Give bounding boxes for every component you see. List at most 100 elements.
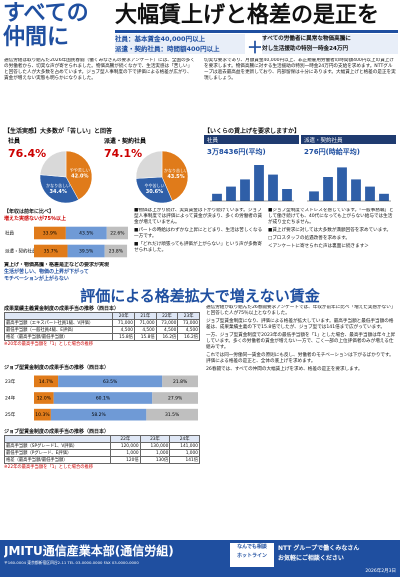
table-cell: 15.8倍: [112, 333, 135, 341]
chart-title: 社員: [207, 136, 219, 144]
table-header: [4, 312, 114, 320]
table-header: 23年: [177, 312, 200, 320]
bar-segment: [34, 408, 51, 421]
table-header: [4, 435, 111, 443]
paragraph: 通信労組が取り組んだ26春闘要求アンケートでは、年収が前年に比べ「増えた実感がな…: [206, 305, 396, 316]
table-row: 最低手当額（Pグレード、E評価） 1,000 1,000 1,000: [4, 449, 200, 457]
stack-note: 賃上げ・物価高騰・格差是正などの要求が実現 生活が苦しい、物価の上昇が下がって モチ…: [4, 262, 130, 284]
table-cell: 141倍: [169, 456, 200, 464]
table-header: 20年: [112, 312, 135, 320]
table-block: ジョブ型賃金制度の成果手当の推移（西日本） 22年 23年 24年 最高手当額（SPグレ…: [4, 428, 200, 483]
paragraph: ■「どれだけ頑張っても評価が上がらない」という声が多数寄せられました。: [134, 242, 262, 253]
text-col: ■ジョブ型制度でストレスを感じています。「一般事務職」として働き続けても、40代…: [268, 208, 396, 284]
bar: [379, 193, 389, 201]
line: お気軽にご相談ください: [278, 555, 344, 562]
panel-header: [301, 135, 396, 144]
line: 【年収は前年に比べ】: [4, 209, 55, 215]
paragraph: 26春闘では、すべての仲間の大幅賃上げを求め、格差の是正を要求します。: [206, 367, 363, 372]
value-label: 14.7%: [39, 379, 54, 385]
table-cell: 格差（最高手当額/最低手当額）: [4, 456, 111, 464]
table-cell: 4,500: [133, 326, 157, 334]
pie-slice: [135, 150, 163, 179]
paragraph: ■賃上げ要求に対しては大多数が満額回答を求めています。: [268, 228, 392, 233]
stack-title: 【年収は前年に比べ】 増えた実感ないが75％以上: [4, 208, 130, 224]
pie-title: 派遣・契約社員: [104, 137, 146, 145]
table-cell: 141,000: [169, 442, 200, 450]
bar: [309, 191, 319, 201]
table-note: ※20年の最高手当額を「1」とした場合の推移: [4, 342, 94, 347]
bar-segment: [50, 408, 147, 421]
value-label: 43.5%: [79, 231, 94, 237]
footer: JMITU通信産業本部(通信労組) 〒160-0004 東京都新宿区四谷2-11…: [0, 540, 400, 577]
bar-segment: [67, 244, 105, 258]
chart-title: 派遣・契約社員: [304, 136, 343, 144]
value-label: 42.0%: [71, 173, 88, 179]
address: 〒160-0004 東京都新宿区四谷2-11 TEL 03-0000-0000 …: [4, 560, 139, 565]
line: モチベーションが上がらない: [4, 276, 69, 282]
bar-segment: [162, 375, 198, 388]
slice-label: かなり苦しい: [164, 167, 188, 173]
category-label: 23年: [5, 378, 16, 385]
bar-segment: [34, 375, 59, 388]
bar-segment: [65, 226, 107, 240]
text-col: 通信労組が取り組んだ26春闘要求アンケートでは、年収が前年に比べ「増えた実感がな…: [206, 305, 396, 550]
slice-label: やや苦しい: [70, 166, 90, 172]
table-cell: 73,000: [177, 319, 200, 327]
table-row: 格差（最高手当額/最低手当額） 15.8倍 15.8倍 16.2倍 16.2倍: [4, 333, 200, 341]
category-label: 社員: [5, 230, 14, 237]
demand-box: 社員：基本賃金40,000円以上 派遣・契約社員：時間額400円以上: [115, 34, 245, 54]
bar-chart: 社員 3万8436円(平均): [204, 135, 299, 202]
paragraph: 一方、ジョブ型賃金制度で2023年の最低手当額を「1」とした場合、最高手当額は年…: [206, 333, 396, 350]
line: 生活が苦しい、物価の上昇が下がって: [4, 269, 89, 275]
bar: [351, 179, 361, 201]
table-cell: 最高手当額（SPグレード1、V評価）: [4, 442, 111, 450]
bar-segment: [104, 244, 128, 258]
table-title: 成果業績主義賃金制度の成果手当の推移（西日本）: [4, 306, 120, 312]
value-label: 22.6%: [110, 231, 125, 237]
bar: [240, 179, 250, 201]
intro-col: 通信労組は取り組んだ2026年国民春闘（働くみなさんの要求アンケート）には、全国…: [4, 58, 196, 124]
value-label: 39.5%: [79, 249, 94, 255]
table-row: 格差（最高手当額/最低手当額） 120倍 130倍 141倍: [4, 456, 200, 464]
value-label: 58.2%: [91, 412, 106, 418]
headline: 評価による格差拡大で増えない賃金: [80, 287, 320, 303]
paragraph: ジョブ型賃金制度になり、評価による格差が拡大しています。最高手当額と最低手当額の…: [206, 319, 394, 330]
table-cell: 最低手当額（Pグレード、E評価）: [4, 449, 111, 457]
stacked-chart: 社員 33.9% 43.5% 22.6% 派遣・契約社員 35.7% 39.5% 23.8%: [5, 226, 128, 258]
title-right: 大幅賃上げと格差の是正を: [115, 2, 398, 33]
table-row: 22年 23年 24年: [4, 435, 200, 443]
value-label: 33.9%: [43, 231, 58, 237]
pie-slice: [39, 150, 67, 178]
table-title: ジョブ型賃金制度の成果手当の推移（西日本）: [4, 429, 110, 435]
table-header: 22年: [109, 435, 141, 443]
bar: [254, 165, 264, 201]
paragraph: ■ジョブ型制度でストレスを感じています。「一般事務職」として働き続けても、40代…: [268, 208, 394, 225]
pie-slice: [161, 150, 189, 202]
paragraph: 切実な要求であり、月額賃金40,000円以上、非正規雇用労働者の時間額400円以…: [204, 58, 396, 81]
paragraph: □ブロスタッフの処遇改善を求めます。: [268, 236, 350, 241]
table-cell: 1,000: [139, 449, 171, 457]
bar-segment: [34, 392, 54, 404]
line: NTT グループで働くみなさん: [278, 545, 360, 552]
value-label: 12.0%: [37, 396, 52, 402]
total-label: 74.1%: [104, 147, 142, 160]
table-cell: 15.8倍: [133, 333, 157, 341]
paragraph: ＜アンケートに寄せられた声は裏面に続きます＞: [268, 244, 369, 249]
table-cell: 格差（最高手当額/最低手当額）: [4, 333, 114, 341]
table-cell: 130,000: [139, 442, 171, 450]
table-row: 最高手当額（SPグレード1、V評価） 120,000 130,000 141,000: [4, 442, 200, 450]
value-label: 31.5%: [165, 412, 180, 418]
section-title: 【いくらの賃上げを要求しますか】: [204, 128, 301, 134]
bar-segment: [53, 392, 153, 404]
pie-slice: [135, 176, 173, 204]
line: なんでも相談: [237, 544, 267, 550]
paragraph: ■パートの時給はわずかな上昇にとどまり、生活は苦しくなる一方です。: [134, 228, 263, 239]
table-cell: 4,500: [177, 326, 200, 334]
table: 20年 21年 22年 23年 最高手当額（エキスパート社員1級、V評価） 71,000 7…: [4, 312, 200, 341]
special-box: すべての労働者に異常な物価高騰に 対し生活援助の特別一時金24万円: [262, 34, 398, 54]
stacked-chart: 23年 14.7% 63.5% 21.8% 24年 12.0% 60.1% 27.9% 25年 1…: [5, 375, 198, 421]
pie-slice: [65, 150, 93, 201]
special: 対し生活援助の特別一時金24万円: [262, 46, 349, 52]
value-label: 21.8%: [173, 379, 188, 385]
